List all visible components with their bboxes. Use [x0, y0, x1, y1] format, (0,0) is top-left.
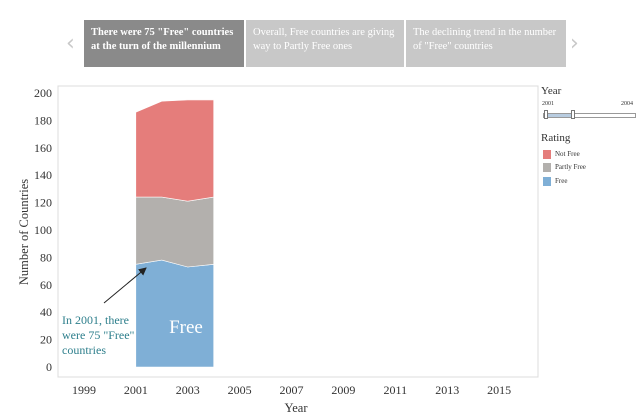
legend-item-free[interactable]: Free: [543, 176, 567, 186]
y-tick-label: 80: [40, 250, 52, 264]
legend-item-not-free[interactable]: Not Free: [543, 149, 580, 159]
area-partly-free[interactable]: [135, 196, 214, 268]
legend-label-not-free: Not Free: [555, 150, 580, 158]
x-tick-label: 2011: [384, 383, 408, 397]
legend-label-partly-free: Partly Free: [555, 163, 586, 171]
x-tick-label: 1999: [72, 383, 96, 397]
legend-label-free: Free: [555, 177, 568, 185]
legend-rating-title: Rating: [541, 132, 571, 144]
story-tab-1[interactable]: There were 75 "Free" countries at the tu…: [84, 20, 244, 67]
y-tick-label: 20: [40, 333, 52, 347]
x-tick-label: 2013: [435, 383, 459, 397]
story-tab-3[interactable]: The declining trend in the number of "Fr…: [406, 20, 566, 67]
story-tab-2[interactable]: Overall, Free countries are giving way t…: [246, 20, 404, 67]
year-slider[interactable]: [543, 110, 636, 119]
y-tick-label: 180: [34, 113, 52, 127]
x-tick-label: 2003: [176, 383, 200, 397]
legend-year-title: Year: [541, 85, 562, 97]
y-tick-label: 160: [34, 141, 52, 155]
y-tick-label: 100: [34, 223, 52, 237]
annotation-line-1: In 2001, there: [62, 313, 129, 327]
y-tick-label: 140: [34, 168, 52, 182]
annotation-line-3: countries: [62, 343, 106, 357]
area-free[interactable]: [135, 259, 214, 368]
x-axis-title: Year: [284, 401, 308, 415]
y-tick-label: 120: [34, 196, 52, 210]
chevron-left-icon[interactable]: ‹: [66, 31, 75, 56]
legend-swatch-free: [543, 176, 551, 186]
x-tick-label: 2009: [331, 383, 355, 397]
x-tick-label: 2005: [228, 383, 252, 397]
legend-swatch-partly-free: [543, 162, 551, 172]
area-label-free: Free: [169, 317, 203, 338]
annotation-line-2: were 75 "Free": [62, 328, 135, 342]
chevron-right-icon[interactable]: ›: [570, 31, 579, 56]
x-tick-label: 2015: [487, 383, 511, 397]
year-slider-range: [546, 114, 572, 117]
year-slider-max: 2004: [621, 101, 633, 107]
year-slider-start-handle[interactable]: [544, 110, 548, 119]
x-tick-label: 2001: [124, 383, 148, 397]
x-tick-label: 2007: [280, 383, 304, 397]
y-axis-title: Number of Countries: [17, 179, 31, 285]
annotation-arrow: [103, 267, 147, 304]
legend-swatch-not-free: [543, 149, 551, 159]
y-tick-label: 40: [40, 305, 52, 319]
legend-item-partly-free[interactable]: Partly Free: [543, 162, 586, 172]
year-slider-end-handle[interactable]: [571, 110, 575, 119]
year-slider-min: 2001: [542, 101, 554, 107]
annotation-text: In 2001, there were 75 "Free" countries: [62, 313, 137, 357]
y-tick-label: 200: [34, 86, 52, 100]
area-not-free[interactable]: [135, 99, 214, 202]
plot-frame: [57, 85, 539, 378]
y-tick-label: 60: [40, 278, 52, 292]
y-tick-label: 0: [46, 360, 52, 374]
